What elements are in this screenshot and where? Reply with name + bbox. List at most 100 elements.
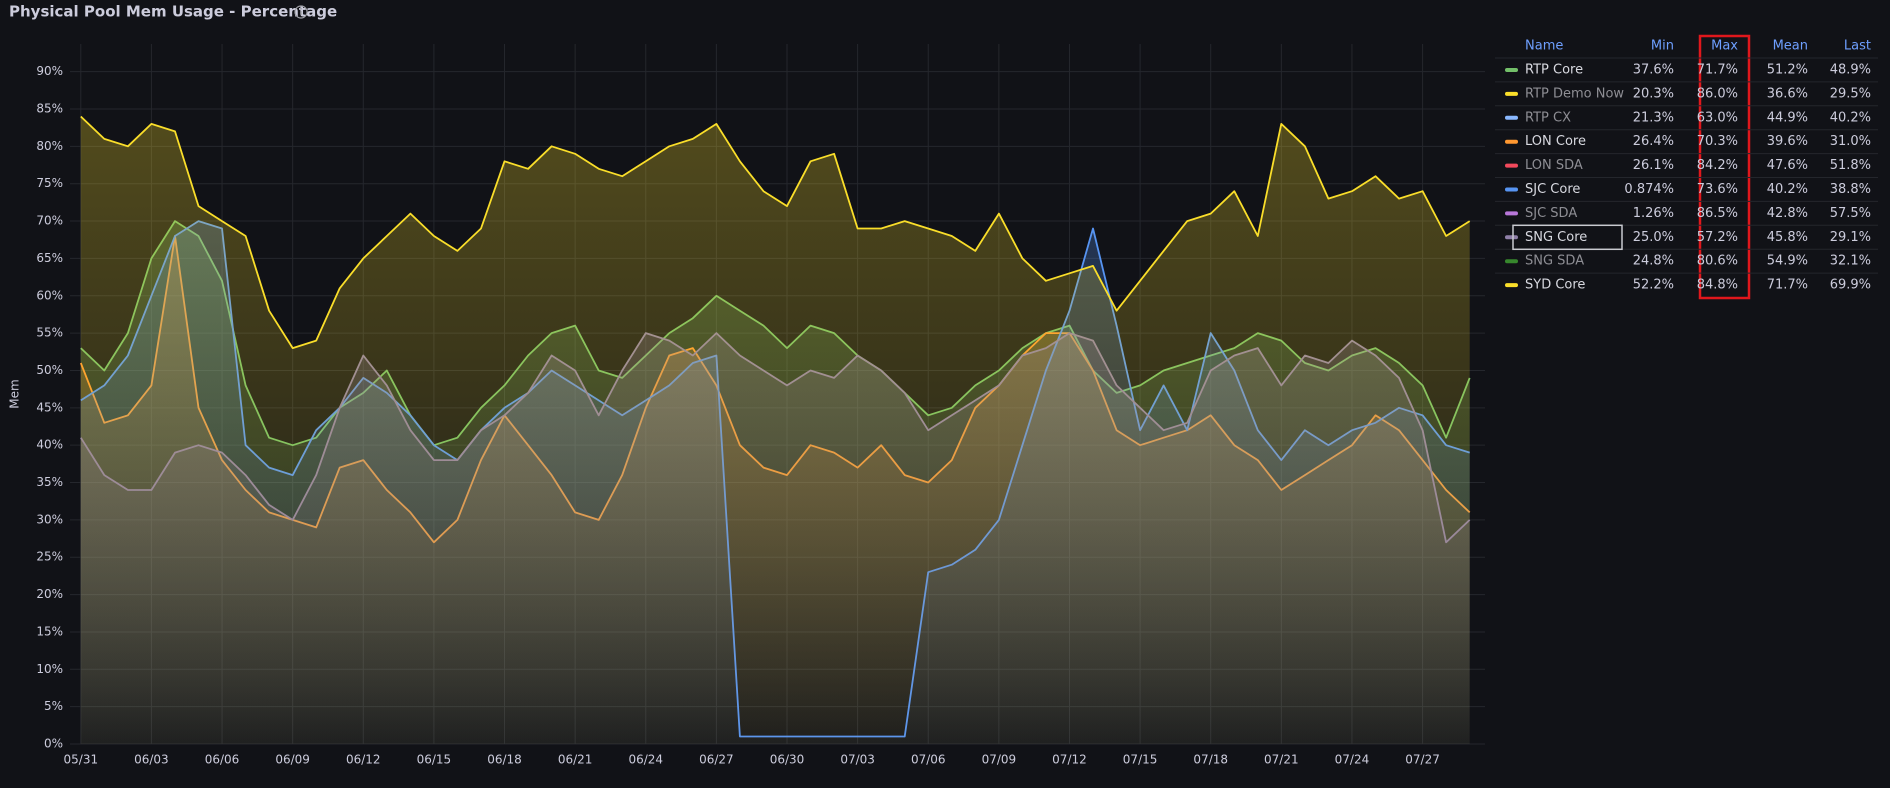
legend-stat: 52.2% bbox=[1633, 278, 1674, 293]
legend-stat: 42.8% bbox=[1767, 206, 1808, 221]
legend-stat: 40.2% bbox=[1767, 182, 1808, 197]
y-tick-label: 20% bbox=[36, 587, 63, 601]
legend-stat: 69.9% bbox=[1830, 278, 1871, 293]
x-tick-label: 06/12 bbox=[346, 753, 381, 767]
y-tick-label: 5% bbox=[44, 699, 63, 713]
y-tick-label: 55% bbox=[36, 326, 63, 340]
legend-name[interactable]: LON SDA bbox=[1525, 158, 1583, 173]
x-tick-label: 06/06 bbox=[205, 753, 240, 767]
x-tick-label: 06/21 bbox=[558, 753, 593, 767]
legend-stat: 48.9% bbox=[1830, 63, 1871, 78]
legend-stat: 57.5% bbox=[1830, 206, 1871, 221]
y-tick-label: 45% bbox=[36, 400, 63, 414]
legend-swatch bbox=[1505, 235, 1518, 240]
legend-name[interactable]: LON Core bbox=[1525, 134, 1586, 149]
legend-stat: 36.6% bbox=[1767, 86, 1808, 101]
legend-stat: 86.5% bbox=[1697, 206, 1738, 221]
x-tick-label: 07/06 bbox=[911, 753, 946, 767]
y-tick-label: 50% bbox=[36, 363, 63, 377]
legend-stat: 37.6% bbox=[1633, 63, 1674, 78]
legend-stat: 44.9% bbox=[1767, 110, 1808, 125]
legend-name[interactable]: SYD Core bbox=[1525, 278, 1585, 293]
legend-stat: 38.8% bbox=[1830, 182, 1871, 197]
x-tick-label: 06/15 bbox=[417, 753, 452, 767]
x-tick-label: 06/09 bbox=[275, 753, 310, 767]
legend-stat: 51.2% bbox=[1767, 63, 1808, 78]
y-tick-label: 75% bbox=[36, 176, 63, 190]
legend-stat: 84.2% bbox=[1697, 158, 1738, 173]
legend-stat: 71.7% bbox=[1767, 278, 1808, 293]
legend-stat: 84.8% bbox=[1697, 278, 1738, 293]
legend-swatch bbox=[1505, 91, 1518, 96]
legend-name[interactable]: SNG SDA bbox=[1525, 254, 1584, 269]
legend-stat: 51.8% bbox=[1830, 158, 1871, 173]
legend-name[interactable]: RTP Demo Now bbox=[1525, 86, 1624, 101]
legend-swatch bbox=[1505, 187, 1518, 192]
y-tick-label: 80% bbox=[36, 139, 63, 153]
legend-name[interactable]: SJC SDA bbox=[1525, 206, 1577, 221]
legend-stat: 25.0% bbox=[1633, 230, 1674, 245]
x-tick-label: 06/27 bbox=[699, 753, 734, 767]
legend-stat: 29.5% bbox=[1830, 86, 1871, 101]
legend-stat: 45.8% bbox=[1767, 230, 1808, 245]
legend-name[interactable]: RTP CX bbox=[1525, 110, 1571, 125]
y-tick-label: 90% bbox=[36, 64, 63, 78]
y-tick-label: 0% bbox=[44, 737, 63, 751]
x-tick-label: 07/24 bbox=[1335, 753, 1370, 767]
legend-stat: 54.9% bbox=[1767, 254, 1808, 269]
x-tick-label: 07/21 bbox=[1264, 753, 1299, 767]
focus-outline bbox=[1512, 224, 1623, 251]
legend-header: Max bbox=[1711, 39, 1738, 54]
legend-stat: 86.0% bbox=[1697, 86, 1738, 101]
legend-name[interactable]: SNG Core bbox=[1525, 230, 1587, 245]
y-tick-label: 85% bbox=[36, 101, 63, 115]
x-tick-label: 07/09 bbox=[982, 753, 1017, 767]
y-tick-label: 35% bbox=[36, 475, 63, 489]
y-tick-label: 65% bbox=[36, 251, 63, 265]
series-line bbox=[80, 115, 1471, 349]
x-tick-label: 07/12 bbox=[1052, 753, 1087, 767]
info-icon[interactable] bbox=[294, 5, 308, 19]
legend-header: Min bbox=[1651, 39, 1674, 54]
x-tick-label: 06/18 bbox=[487, 753, 522, 767]
legend-swatch bbox=[1505, 68, 1518, 72]
x-tick-label: 07/27 bbox=[1405, 753, 1440, 767]
x-tick-label: 07/18 bbox=[1193, 753, 1228, 767]
legend-stat: 47.6% bbox=[1767, 158, 1808, 173]
legend-stat: 26.4% bbox=[1633, 134, 1674, 149]
legend-stat: 29.1% bbox=[1830, 230, 1871, 245]
y-tick-label: 10% bbox=[36, 662, 63, 676]
legend-header: Mean bbox=[1773, 39, 1808, 54]
legend-swatch bbox=[1505, 163, 1518, 168]
legend-stat: 71.7% bbox=[1697, 63, 1738, 78]
legend-stat: 73.6% bbox=[1697, 182, 1738, 197]
legend-stat: 57.2% bbox=[1697, 230, 1738, 245]
legend-stat: 70.3% bbox=[1697, 134, 1738, 149]
legend-swatch bbox=[1505, 115, 1518, 120]
legend-stat: 80.6% bbox=[1697, 254, 1738, 269]
legend-stat: 32.1% bbox=[1830, 254, 1871, 269]
y-axis-label: Mem bbox=[8, 379, 22, 408]
legend-stat: 39.6% bbox=[1767, 134, 1808, 149]
x-tick-label: 06/03 bbox=[134, 753, 169, 767]
legend-swatch bbox=[1505, 259, 1518, 264]
legend-header: Last bbox=[1844, 39, 1871, 54]
x-tick-label: 07/03 bbox=[840, 753, 875, 767]
legend-name[interactable]: SJC Core bbox=[1525, 182, 1580, 197]
legend-stat: 31.0% bbox=[1830, 134, 1871, 149]
legend-name[interactable]: RTP Core bbox=[1525, 63, 1583, 78]
y-tick-label: 30% bbox=[36, 512, 63, 526]
legend-stat: 63.0% bbox=[1697, 110, 1738, 125]
x-tick-label: 06/30 bbox=[770, 753, 805, 767]
panel-title: Physical Pool Mem Usage - Percentage bbox=[9, 3, 337, 21]
legend-stat: 0.874% bbox=[1624, 182, 1674, 197]
y-tick-label: 40% bbox=[36, 438, 63, 452]
legend-swatch bbox=[1505, 139, 1518, 144]
x-tick-label: 05/31 bbox=[64, 753, 99, 767]
legend-stat: 1.26% bbox=[1633, 206, 1674, 221]
x-tick-label: 06/24 bbox=[628, 753, 663, 767]
legend-swatch bbox=[1505, 283, 1518, 288]
legend-swatch bbox=[1505, 211, 1518, 216]
